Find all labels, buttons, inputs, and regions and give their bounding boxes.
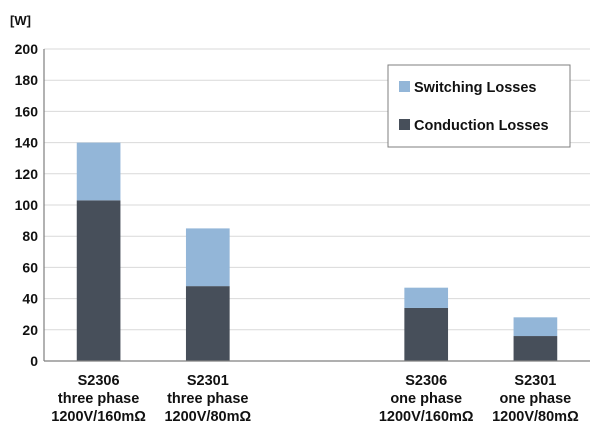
y-tick-label: 80 [22,228,38,244]
bar-conduction [76,200,121,361]
y-tick-label: 20 [22,322,38,338]
category-label: S2301 [514,373,556,389]
y-tick-label: 100 [15,197,39,213]
y-tick-labels: 0 20 40 60 80 100 120 140 160 180 200 [15,41,39,369]
gridlines [44,48,590,331]
category-labels: S2306 three phase 1200V/160mΩ S2301 three ph… [51,373,579,425]
category-label: three phase [58,391,139,407]
bars [76,142,558,361]
y-tick-label: 0 [30,353,38,369]
legend-swatch [399,81,410,92]
category-label: three phase [167,391,248,407]
bar-conduction [404,307,449,361]
category-label: S2301 [187,373,229,389]
legend-label: Switching Losses [414,80,536,96]
category-label: S2306 [78,373,120,389]
bar-conduction [185,286,230,361]
legend-swatch [399,119,410,130]
category-label: 1200V/160mΩ [51,409,146,425]
y-tick-label: 160 [15,103,39,119]
legend-box [387,64,571,148]
category-label: S2306 [405,373,447,389]
bar-switching [404,287,449,308]
y-unit-label: [W] [10,13,31,28]
y-tick-label: 140 [15,135,39,151]
category-label: one phase [500,391,572,407]
legend-label: Conduction Losses [414,118,549,134]
bar-switching [513,317,558,337]
y-tick-label: 120 [15,166,39,182]
category-label: 1200V/80mΩ [492,409,579,425]
y-tick-label: 60 [22,259,38,275]
bar-conduction [513,336,558,361]
legend: Switching Losses Conduction Losses [387,64,571,148]
bar-switching [185,228,230,287]
bar-switching [76,142,121,201]
category-label: 1200V/160mΩ [379,409,474,425]
y-tick-label: 200 [15,41,39,57]
y-tick-label: 40 [22,291,38,307]
category-label: 1200V/80mΩ [164,409,251,425]
category-label: one phase [390,391,462,407]
y-tick-label: 180 [15,72,39,88]
